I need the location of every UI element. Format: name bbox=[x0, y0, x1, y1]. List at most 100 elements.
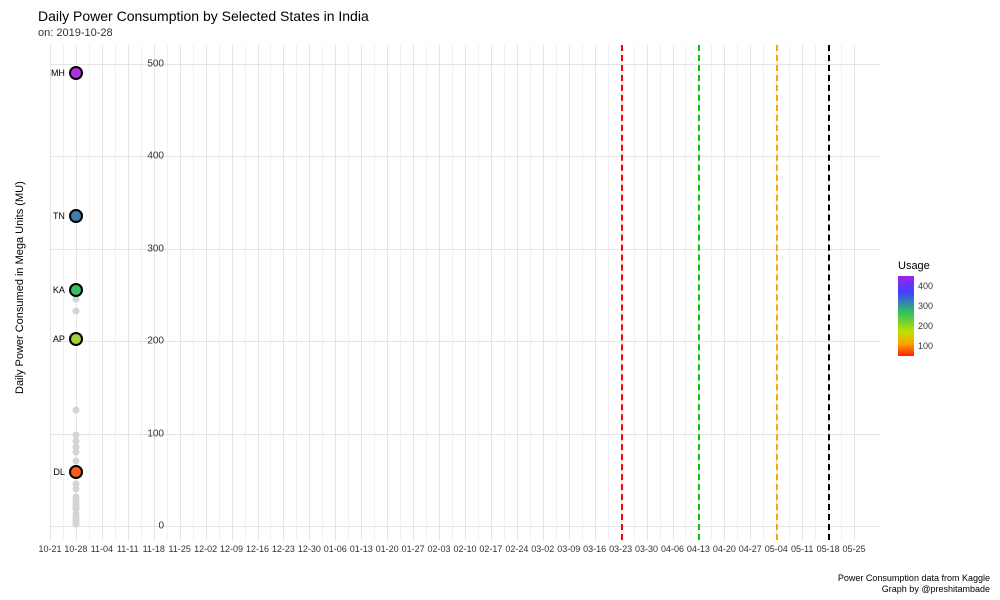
x-tick-label: 04-13 bbox=[687, 544, 710, 554]
color-legend: Usage 100200300400 bbox=[898, 260, 988, 356]
y-tick-label: 400 bbox=[147, 151, 164, 162]
gridline-v-minor bbox=[789, 45, 790, 540]
x-tick-label: 10-21 bbox=[38, 544, 61, 554]
gridline-v bbox=[595, 45, 596, 540]
gridline-v bbox=[232, 45, 233, 540]
legend-gradient-bar bbox=[898, 276, 914, 356]
point-label: KA bbox=[53, 285, 68, 295]
gridline-v-minor bbox=[815, 45, 816, 540]
gridline-v bbox=[361, 45, 362, 540]
gridline-v bbox=[387, 45, 388, 540]
gridline-h bbox=[50, 526, 880, 527]
x-tick-label: 03-09 bbox=[557, 544, 580, 554]
legend-tick: 100 bbox=[918, 341, 933, 351]
gridline-v-minor bbox=[245, 45, 246, 540]
gridline-v-minor bbox=[374, 45, 375, 540]
point-label: MH bbox=[51, 68, 68, 78]
chart-caption: Power Consumption data from Kaggle Graph… bbox=[838, 573, 990, 596]
gridline-v-minor bbox=[530, 45, 531, 540]
background-point bbox=[72, 481, 79, 488]
legend-title: Usage bbox=[898, 260, 988, 272]
gridline-h bbox=[50, 434, 880, 435]
gridline-v bbox=[50, 45, 51, 540]
gridline-v-minor bbox=[89, 45, 90, 540]
gridline-v-minor bbox=[685, 45, 686, 540]
y-tick-label: 0 bbox=[158, 521, 164, 532]
gridline-h bbox=[50, 156, 880, 157]
gridline-v-minor bbox=[582, 45, 583, 540]
x-tick-label: 01-27 bbox=[402, 544, 425, 554]
gridline-v-minor bbox=[296, 45, 297, 540]
x-tick-label: 01-06 bbox=[324, 544, 347, 554]
x-tick-label: 03-23 bbox=[609, 544, 632, 554]
background-point bbox=[72, 407, 79, 414]
gridline-v bbox=[128, 45, 129, 540]
gridline-v bbox=[206, 45, 207, 540]
gridline-v bbox=[569, 45, 570, 540]
gridline-v bbox=[802, 45, 803, 540]
legend-bar-holder: 100200300400 bbox=[898, 276, 914, 356]
highlight-point bbox=[69, 209, 83, 223]
background-point bbox=[72, 493, 79, 500]
point-label: TN bbox=[53, 211, 68, 221]
y-tick-label: 200 bbox=[147, 336, 164, 347]
gridline-v bbox=[854, 45, 855, 540]
x-tick-label: 05-18 bbox=[817, 544, 840, 554]
gridline-v bbox=[543, 45, 544, 540]
x-tick-label: 04-06 bbox=[661, 544, 684, 554]
reference-line bbox=[776, 45, 778, 540]
gridline-v-minor bbox=[737, 45, 738, 540]
x-tick-label: 05-11 bbox=[791, 544, 813, 554]
gridline-v-minor bbox=[270, 45, 271, 540]
gridline-v bbox=[750, 45, 751, 540]
gridline-v bbox=[647, 45, 648, 540]
x-tick-label: 12-30 bbox=[298, 544, 321, 554]
x-tick-label: 12-16 bbox=[246, 544, 269, 554]
gridline-v bbox=[724, 45, 725, 540]
x-tick-label: 01-13 bbox=[350, 544, 373, 554]
gridline-v bbox=[465, 45, 466, 540]
x-tick-label: 01-20 bbox=[376, 544, 399, 554]
gridline-v-minor bbox=[556, 45, 557, 540]
legend-tick: 300 bbox=[918, 301, 933, 311]
gridline-v bbox=[517, 45, 518, 540]
x-tick-label: 02-17 bbox=[479, 544, 502, 554]
legend-tick: 200 bbox=[918, 321, 933, 331]
x-tick-label: 12-02 bbox=[194, 544, 217, 554]
point-label: DL bbox=[53, 467, 68, 477]
gridline-v bbox=[309, 45, 310, 540]
highlight-point bbox=[69, 332, 83, 346]
gridline-v-minor bbox=[348, 45, 349, 540]
gridline-v-minor bbox=[141, 45, 142, 540]
x-tick-label: 05-04 bbox=[765, 544, 788, 554]
legend-tick: 400 bbox=[918, 281, 933, 291]
y-tick-label: 300 bbox=[147, 243, 164, 254]
gridline-h bbox=[50, 341, 880, 342]
y-tick-label: 500 bbox=[147, 58, 164, 69]
gridline-v bbox=[258, 45, 259, 540]
gridline-v bbox=[335, 45, 336, 540]
gridline-v-minor bbox=[841, 45, 842, 540]
gridline-v bbox=[413, 45, 414, 540]
gridline-v bbox=[180, 45, 181, 540]
gridline-v-minor bbox=[400, 45, 401, 540]
reference-line bbox=[828, 45, 830, 540]
background-point bbox=[72, 308, 79, 315]
x-tick-label: 02-10 bbox=[453, 544, 476, 554]
gridline-v-minor bbox=[763, 45, 764, 540]
gridline-v bbox=[283, 45, 284, 540]
x-tick-label: 04-20 bbox=[713, 544, 736, 554]
x-tick-label: 12-09 bbox=[220, 544, 243, 554]
gridline-v-minor bbox=[219, 45, 220, 540]
chart-container: Daily Power Consumption by Selected Stat… bbox=[0, 0, 1000, 600]
chart-subtitle: on: 2019-10-28 bbox=[38, 27, 113, 39]
x-tick-label: 02-03 bbox=[428, 544, 451, 554]
gridline-h bbox=[50, 64, 880, 65]
reference-line bbox=[698, 45, 700, 540]
caption-line-2: Graph by @preshitambade bbox=[838, 584, 990, 596]
gridline-v-minor bbox=[452, 45, 453, 540]
gridline-v-minor bbox=[167, 45, 168, 540]
y-axis-label: Daily Power Consumed in Mega Units (MU) bbox=[14, 181, 26, 394]
reference-line bbox=[621, 45, 623, 540]
x-tick-label: 11-11 bbox=[117, 544, 139, 554]
